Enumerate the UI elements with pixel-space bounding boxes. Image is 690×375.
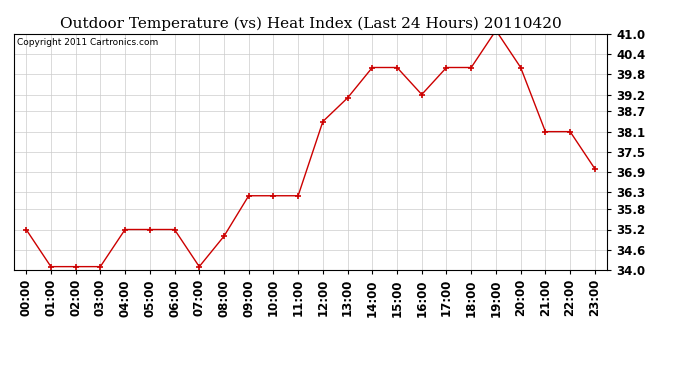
Text: Copyright 2011 Cartronics.com: Copyright 2011 Cartronics.com — [17, 39, 158, 48]
Title: Outdoor Temperature (vs) Heat Index (Last 24 Hours) 20110420: Outdoor Temperature (vs) Heat Index (Las… — [59, 17, 562, 31]
